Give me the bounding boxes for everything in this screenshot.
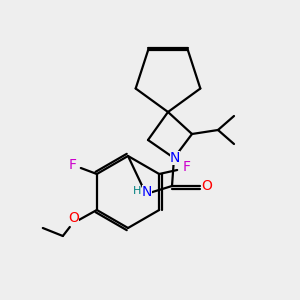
Text: O: O [202, 179, 212, 193]
Text: N: N [142, 185, 152, 199]
Text: N: N [170, 151, 180, 165]
Text: F: F [69, 158, 77, 172]
Text: H: H [133, 186, 141, 196]
Text: O: O [68, 211, 79, 225]
Text: F: F [182, 160, 190, 174]
